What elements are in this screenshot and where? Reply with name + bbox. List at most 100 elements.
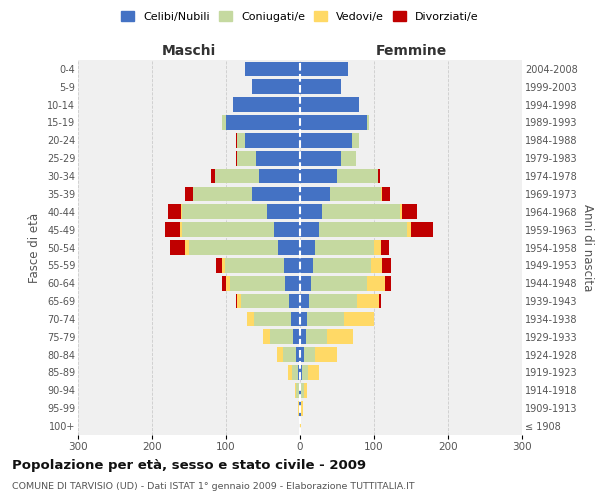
Bar xyxy=(237,294,241,308)
Bar xyxy=(371,258,382,272)
Bar xyxy=(385,276,391,290)
Bar xyxy=(237,151,256,166)
Bar xyxy=(223,276,226,290)
Bar xyxy=(322,204,400,219)
Bar xyxy=(211,168,215,184)
Bar xyxy=(300,62,348,76)
Bar xyxy=(298,401,299,415)
Bar xyxy=(224,258,284,272)
Bar xyxy=(400,204,402,219)
Bar xyxy=(300,151,341,166)
Bar xyxy=(266,204,300,219)
Bar xyxy=(291,312,300,326)
Bar xyxy=(300,294,309,308)
Text: Maschi: Maschi xyxy=(162,44,216,58)
Bar xyxy=(337,168,378,184)
Bar xyxy=(344,312,374,326)
Y-axis label: Fasce di età: Fasce di età xyxy=(28,212,41,282)
Bar xyxy=(215,168,259,184)
Bar xyxy=(252,186,300,201)
Bar xyxy=(315,348,337,362)
Bar xyxy=(300,204,322,219)
Text: Femmine: Femmine xyxy=(376,44,446,58)
Bar xyxy=(288,365,292,380)
Bar xyxy=(230,276,285,290)
Bar xyxy=(308,365,319,380)
Bar xyxy=(298,365,300,380)
Bar xyxy=(378,168,380,184)
Bar xyxy=(300,98,359,112)
Bar xyxy=(357,294,379,308)
Bar xyxy=(292,365,298,380)
Bar xyxy=(263,330,271,344)
Bar xyxy=(382,240,389,255)
Bar xyxy=(170,240,185,255)
Bar xyxy=(379,294,380,308)
Bar xyxy=(226,276,230,290)
Bar xyxy=(300,383,301,398)
Bar xyxy=(307,312,344,326)
Bar xyxy=(252,80,300,94)
Bar xyxy=(241,294,289,308)
Bar xyxy=(315,240,374,255)
Bar xyxy=(259,168,300,184)
Bar xyxy=(256,151,300,166)
Bar xyxy=(223,115,226,130)
Bar xyxy=(245,133,300,148)
Bar xyxy=(237,133,245,148)
Bar xyxy=(236,151,237,166)
Bar xyxy=(402,204,417,219)
Bar xyxy=(284,258,300,272)
Bar xyxy=(247,312,254,326)
Bar xyxy=(300,168,337,184)
Bar xyxy=(189,240,278,255)
Bar xyxy=(254,312,291,326)
Bar xyxy=(300,312,307,326)
Legend: Celibi/Nubili, Coniugati/e, Vedovi/e, Divorziati/e: Celibi/Nubili, Coniugati/e, Vedovi/e, Di… xyxy=(118,8,482,25)
Bar xyxy=(313,258,371,272)
Bar xyxy=(326,330,353,344)
Bar xyxy=(278,240,300,255)
Text: COMUNE DI TARVISIO (UD) - Dati ISTAT 1° gennaio 2009 - Elaborazione TUTTITALIA.I: COMUNE DI TARVISIO (UD) - Dati ISTAT 1° … xyxy=(12,482,415,491)
Bar xyxy=(367,276,385,290)
Bar xyxy=(236,133,237,148)
Bar xyxy=(277,348,283,362)
Bar xyxy=(302,365,308,380)
Bar xyxy=(301,383,304,398)
Bar xyxy=(226,115,300,130)
Bar xyxy=(182,204,266,219)
Bar xyxy=(319,222,407,237)
Bar xyxy=(181,204,182,219)
Bar xyxy=(382,258,391,272)
Bar xyxy=(304,348,315,362)
Bar xyxy=(185,240,189,255)
Bar xyxy=(300,330,306,344)
Bar xyxy=(293,330,300,344)
Bar xyxy=(306,330,326,344)
Bar xyxy=(300,80,341,94)
Bar xyxy=(304,383,307,398)
Bar xyxy=(300,133,352,148)
Bar xyxy=(300,365,302,380)
Bar xyxy=(367,115,369,130)
Bar xyxy=(300,401,301,415)
Bar xyxy=(245,62,300,76)
Bar xyxy=(299,383,300,398)
Bar xyxy=(411,222,433,237)
Bar xyxy=(300,348,304,362)
Bar xyxy=(295,383,296,398)
Bar xyxy=(301,401,303,415)
Bar xyxy=(407,222,411,237)
Bar xyxy=(300,115,367,130)
Bar xyxy=(329,186,382,201)
Bar xyxy=(296,383,299,398)
Bar xyxy=(193,186,252,201)
Bar xyxy=(271,330,293,344)
Bar xyxy=(233,98,300,112)
Bar xyxy=(300,419,301,434)
Bar xyxy=(300,222,319,237)
Bar xyxy=(309,294,357,308)
Bar xyxy=(222,258,224,272)
Bar xyxy=(374,240,382,255)
Bar xyxy=(289,294,300,308)
